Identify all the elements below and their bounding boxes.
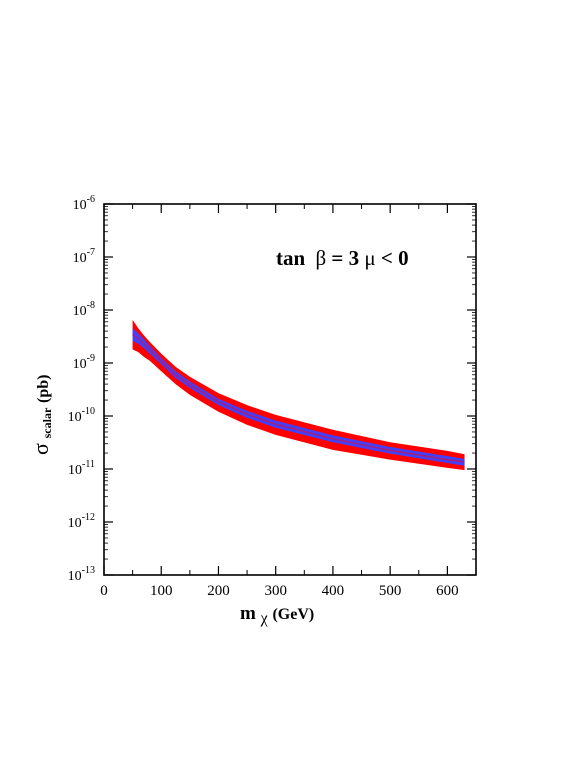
- x-tick-label-500: 500: [379, 583, 402, 599]
- plot-frame: [103, 203, 477, 576]
- x-axis-title-main: m: [240, 603, 256, 624]
- annotation-beta: β: [315, 246, 326, 270]
- x-tick-label-0: 0: [100, 583, 108, 599]
- annotation-equals: = 3: [331, 246, 364, 270]
- y-axis-title-main: σ: [28, 443, 53, 455]
- y-tick-label-5: 10-8: [73, 300, 95, 319]
- y-tick-label-3: 10-10: [68, 406, 95, 425]
- annotation-mu: μ: [364, 246, 375, 270]
- x-axis-title-sub: χ: [260, 610, 269, 627]
- x-tick-label-300: 300: [264, 583, 287, 599]
- x-tick-label-400: 400: [322, 583, 345, 599]
- y-tick-label-6: 10-7: [73, 247, 95, 266]
- series-line-2: [132, 334, 465, 463]
- y-axis-title-group: σ scalar (pb): [28, 375, 56, 455]
- x-axis-title-unit: (GeV): [272, 606, 314, 623]
- y-axis: 10-13 10-12 10-11 10-10 10-9 10-8 10-7 10-6: [68, 194, 476, 584]
- y-axis-title-unit: (pb): [35, 375, 52, 403]
- chart-annotation: tan β = 3 μ < 0: [276, 246, 409, 270]
- y-axis-title-sub: scalar: [40, 407, 54, 438]
- y-tick-label-2: 10-11: [68, 459, 95, 478]
- annotation-prefix: tan: [276, 246, 305, 270]
- y-tick-label-4: 10-9: [73, 353, 95, 372]
- plot-area: [132, 319, 465, 471]
- x-tick-label-100: 100: [150, 583, 173, 599]
- x-axis: 0 100 200 300 400 500 600: [100, 204, 459, 599]
- y-tick-label-0: 10-13: [68, 565, 95, 584]
- x-tick-label-200: 200: [207, 583, 230, 599]
- y-tick-label-7: 10-6: [73, 194, 95, 213]
- x-axis-title: m χ (GeV): [240, 603, 314, 628]
- annotation-condition: < 0: [381, 246, 409, 270]
- y-tick-label-1: 10-12: [68, 512, 95, 531]
- y-axis-title: σ scalar (pb): [28, 375, 56, 455]
- x-tick-label-600: 600: [436, 583, 459, 599]
